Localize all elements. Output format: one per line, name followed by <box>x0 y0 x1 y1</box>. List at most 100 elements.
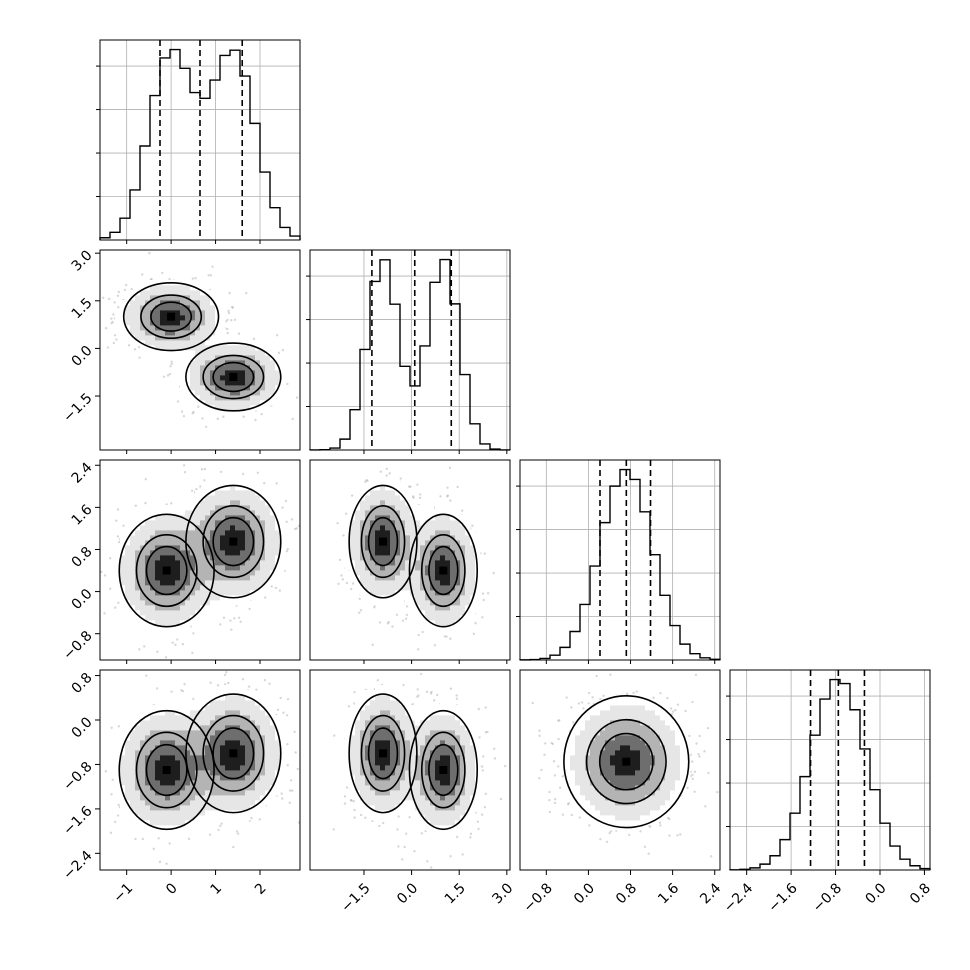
density-cell <box>425 605 431 611</box>
contour-mode-1-level-0 <box>185 484 282 599</box>
density-cell <box>275 555 281 561</box>
density-cell <box>130 535 136 541</box>
density-cell <box>460 575 466 581</box>
density-cell <box>365 585 371 591</box>
density-cell <box>235 590 241 596</box>
scatter-point <box>399 477 402 480</box>
density-cell <box>450 545 456 551</box>
density-cell <box>170 285 176 291</box>
density-cell <box>245 550 251 556</box>
density-cell <box>245 495 251 501</box>
density-cell <box>265 535 271 541</box>
scatter-point <box>220 822 223 825</box>
density-cell <box>220 310 226 316</box>
density-cell <box>120 315 126 321</box>
density-cell <box>420 610 426 616</box>
density-cell <box>155 555 161 561</box>
density-cell <box>460 580 466 586</box>
density-cell <box>455 600 461 606</box>
density-cell <box>415 590 421 596</box>
density-cell <box>240 410 246 416</box>
density-cell <box>425 600 431 606</box>
scatter-point <box>483 552 487 555</box>
density-cell <box>410 550 416 556</box>
density-cell <box>195 535 201 541</box>
scatter-point <box>286 547 289 551</box>
scatter-point <box>191 651 194 655</box>
density-cell <box>225 490 231 496</box>
density-cell <box>210 610 216 616</box>
density-cell <box>155 285 161 291</box>
density-cell <box>385 600 391 606</box>
density-cell <box>190 365 196 371</box>
density-cell <box>455 615 461 621</box>
density-cell <box>215 585 221 591</box>
density-cell <box>420 570 426 576</box>
contour-mode-0-level-2 <box>145 545 188 596</box>
density-cell <box>225 390 231 396</box>
density-cell <box>125 560 131 566</box>
scatter-point <box>297 524 300 528</box>
density-cell <box>260 540 266 546</box>
density-cell <box>375 600 381 606</box>
density-cell <box>230 585 236 591</box>
density-cell <box>255 525 261 531</box>
scatter-point <box>216 417 219 421</box>
density-cell <box>265 510 271 516</box>
density-cell <box>430 575 436 581</box>
density-cell <box>235 475 241 481</box>
density-cell <box>175 630 181 636</box>
density-cell <box>255 575 261 581</box>
density-cell <box>235 495 241 501</box>
scatter-point <box>108 587 112 591</box>
density-cell <box>225 510 231 516</box>
density-cell <box>115 560 121 566</box>
density-cell <box>235 370 241 376</box>
histogram-1 <box>309 258 511 451</box>
density-cell <box>220 575 226 581</box>
scatter-point <box>104 770 108 773</box>
density-cell <box>170 570 176 576</box>
density-cell <box>275 575 281 581</box>
density-cell <box>400 520 406 526</box>
density-cell <box>365 545 371 551</box>
density-cell <box>360 565 366 571</box>
density-cell <box>355 495 361 501</box>
density-cell <box>205 350 211 356</box>
density-cell <box>390 495 396 501</box>
density-cell <box>150 615 156 621</box>
density-cell <box>420 525 426 531</box>
scatter-point <box>418 496 422 500</box>
density-cell <box>175 575 181 581</box>
scatter-point <box>439 495 442 498</box>
density-cell <box>140 530 146 536</box>
density-cell <box>470 530 476 536</box>
density-cell <box>180 510 186 516</box>
density-cell <box>385 545 391 551</box>
density-cell <box>400 560 406 566</box>
density-cell <box>175 295 181 301</box>
density-cell <box>215 580 221 586</box>
density-cell <box>175 350 181 356</box>
density-cell <box>355 530 361 536</box>
density-cell <box>125 320 131 326</box>
density-cell <box>425 575 431 581</box>
density-cell <box>140 325 146 331</box>
density-cell <box>370 535 376 541</box>
panel-frame <box>519 459 721 661</box>
density-cell <box>260 570 266 576</box>
density-cell <box>415 545 421 551</box>
density-cell <box>195 550 201 556</box>
density-cell <box>195 395 201 401</box>
density-cell <box>270 375 276 381</box>
scatter-point <box>168 372 172 376</box>
scatter-point <box>162 375 166 378</box>
scatter-point <box>170 362 173 366</box>
density-cell <box>285 535 291 541</box>
density-cell <box>440 590 446 596</box>
density-cell <box>250 490 256 496</box>
density-cell <box>430 525 436 531</box>
density-cell <box>215 490 221 496</box>
density-cell <box>405 560 411 566</box>
density-cell <box>245 375 251 381</box>
